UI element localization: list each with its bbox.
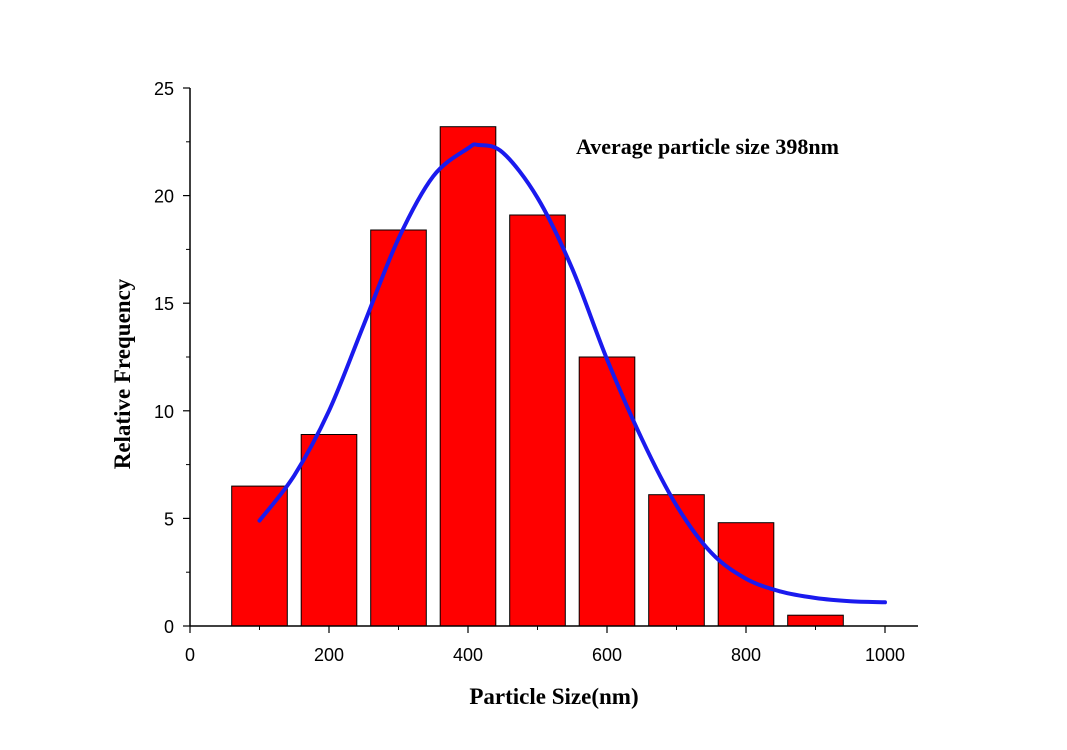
average-size-annotation: Average particle size 398nm bbox=[576, 134, 839, 159]
y-tick-label: 10 bbox=[154, 402, 174, 422]
y-tick-label: 20 bbox=[154, 187, 174, 207]
y-tick-label: 5 bbox=[164, 509, 174, 529]
x-tick-label: 0 bbox=[185, 645, 195, 665]
histogram-bar bbox=[300, 434, 358, 627]
x-axis-title: Particle Size(nm) bbox=[469, 684, 638, 709]
ticks-layer: 0 200 400 600 800 1000 0 5 10 15 20 25 bbox=[154, 79, 905, 665]
x-tick-label: 400 bbox=[453, 645, 483, 665]
histogram-bar bbox=[370, 229, 427, 627]
x-tick-label: 800 bbox=[731, 645, 761, 665]
y-tick-label: 15 bbox=[154, 294, 174, 314]
histogram-bar bbox=[787, 614, 844, 627]
histogram-bar bbox=[648, 494, 705, 627]
histogram-bar bbox=[231, 485, 288, 627]
x-tick-label: 1000 bbox=[865, 645, 905, 665]
histogram-bar bbox=[509, 214, 566, 627]
histogram-bar bbox=[439, 126, 497, 627]
x-tick-label: 200 bbox=[314, 645, 344, 665]
y-axis-title: Relative Frequency bbox=[110, 278, 135, 469]
histogram-bar bbox=[717, 522, 775, 627]
y-tick-label: 25 bbox=[154, 79, 174, 99]
x-tick-label: 600 bbox=[592, 645, 622, 665]
bars-layer bbox=[231, 126, 844, 627]
y-tick-label: 0 bbox=[164, 617, 174, 637]
histogram-bar bbox=[578, 356, 636, 627]
fit-curve-line bbox=[257, 142, 887, 605]
